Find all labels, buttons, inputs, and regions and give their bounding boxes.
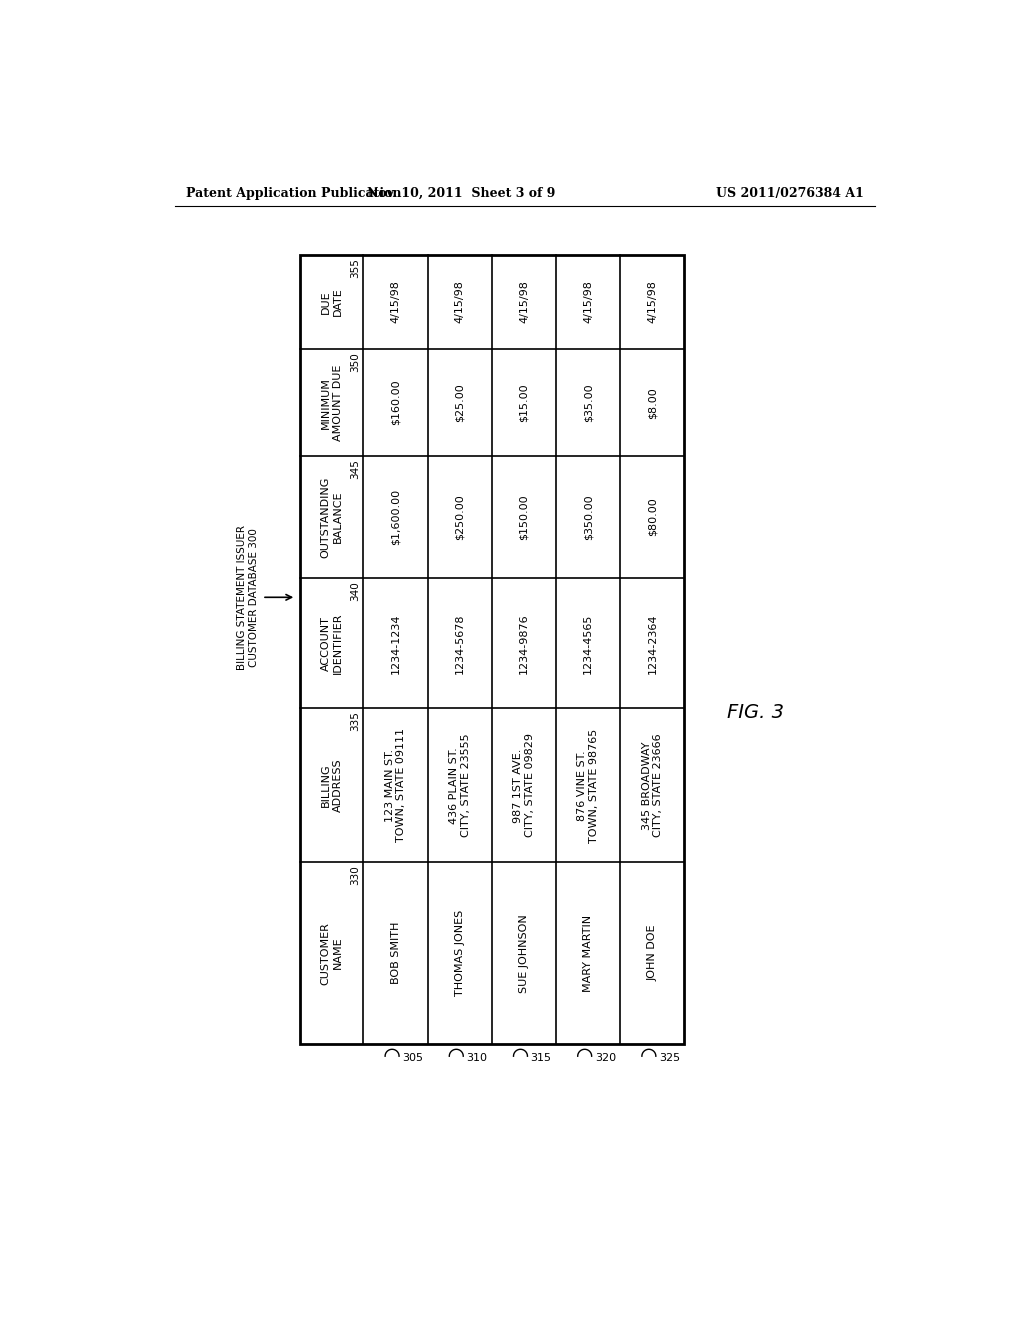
Text: BILLING
ADDRESS: BILLING ADDRESS [321, 759, 343, 812]
Text: 320: 320 [595, 1053, 615, 1063]
Text: $15.00: $15.00 [519, 383, 529, 422]
Text: 876 VINE ST.
TOWN, STATE 98765: 876 VINE ST. TOWN, STATE 98765 [578, 729, 599, 842]
Text: FIG. 3: FIG. 3 [727, 704, 784, 722]
Text: $160.00: $160.00 [390, 380, 400, 425]
Text: $250.00: $250.00 [455, 494, 465, 540]
Text: 4/15/98: 4/15/98 [455, 281, 465, 323]
Text: 355: 355 [350, 257, 360, 277]
Text: Nov. 10, 2011  Sheet 3 of 9: Nov. 10, 2011 Sheet 3 of 9 [367, 186, 555, 199]
Text: 330: 330 [350, 866, 360, 886]
Text: DUE
DATE: DUE DATE [321, 288, 343, 317]
Text: $1,600.00: $1,600.00 [390, 488, 400, 545]
Text: 1234-1234: 1234-1234 [390, 612, 400, 673]
Text: 335: 335 [350, 711, 360, 731]
Text: 4/15/98: 4/15/98 [647, 281, 657, 323]
Text: OUTSTANDING
BALANCE: OUTSTANDING BALANCE [321, 477, 343, 558]
Text: $35.00: $35.00 [583, 383, 593, 422]
Text: 1234-2364: 1234-2364 [647, 612, 657, 673]
Bar [300, 255, 684, 1044]
Text: 325: 325 [658, 1053, 680, 1063]
Text: 4/15/98: 4/15/98 [519, 281, 529, 323]
Text: SUE JOHNSON: SUE JOHNSON [519, 913, 529, 993]
Text: 1234-5678: 1234-5678 [455, 612, 465, 673]
Text: BOB SMITH: BOB SMITH [390, 921, 400, 985]
Text: 345 BROADWAY
CITY, STATE 23666: 345 BROADWAY CITY, STATE 23666 [642, 734, 664, 837]
Text: 345: 345 [350, 459, 360, 479]
Text: 350: 350 [350, 352, 360, 372]
Text: 4/15/98: 4/15/98 [390, 281, 400, 323]
Text: 1234-9876: 1234-9876 [519, 612, 529, 673]
Text: 310: 310 [466, 1053, 487, 1063]
Text: JOHN DOE: JOHN DOE [647, 925, 657, 981]
Text: 305: 305 [402, 1053, 423, 1063]
Text: MARY MARTIN: MARY MARTIN [583, 915, 593, 991]
Text: MINIMUM
AMOUNT DUE: MINIMUM AMOUNT DUE [321, 364, 343, 441]
Text: 123 MAIN ST.
TOWN, STATE 09111: 123 MAIN ST. TOWN, STATE 09111 [385, 729, 407, 842]
Text: 436 PLAIN ST.
CITY, STATE 23555: 436 PLAIN ST. CITY, STATE 23555 [449, 734, 471, 837]
Text: $150.00: $150.00 [519, 494, 529, 540]
Text: US 2011/0276384 A1: US 2011/0276384 A1 [717, 186, 864, 199]
Text: 4/15/98: 4/15/98 [583, 281, 593, 323]
Text: $25.00: $25.00 [455, 383, 465, 422]
Text: $8.00: $8.00 [647, 387, 657, 418]
Text: Patent Application Publication: Patent Application Publication [186, 186, 401, 199]
Text: $80.00: $80.00 [647, 498, 657, 536]
Text: 987 1ST AVE.
CITY, STATE 09829: 987 1ST AVE. CITY, STATE 09829 [513, 734, 535, 837]
Text: 315: 315 [530, 1053, 552, 1063]
Text: CUSTOMER
NAME: CUSTOMER NAME [321, 921, 343, 985]
Text: ACCOUNT
IDENTIFIER: ACCOUNT IDENTIFIER [321, 612, 343, 675]
Text: 1234-4565: 1234-4565 [583, 614, 593, 673]
Text: THOMAS JONES: THOMAS JONES [455, 909, 465, 997]
Text: 340: 340 [350, 581, 360, 601]
Text: BILLING STATEMENT ISSUER
CUSTOMER DATABASE 300: BILLING STATEMENT ISSUER CUSTOMER DATABA… [238, 525, 259, 669]
Text: $350.00: $350.00 [583, 494, 593, 540]
